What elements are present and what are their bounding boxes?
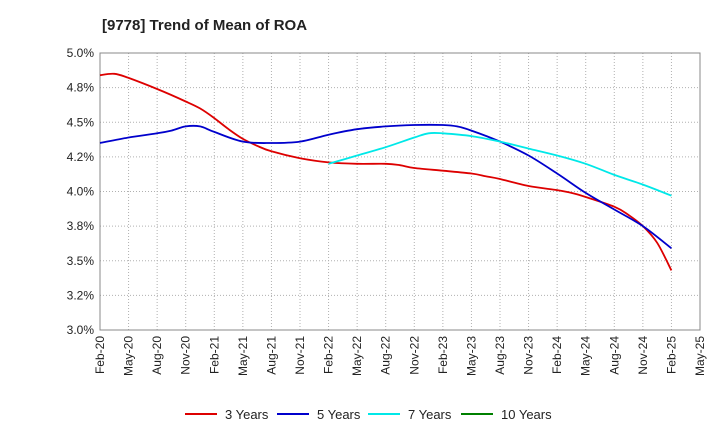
y-tick-label: 5.0% [67,46,95,60]
x-tick-label: Feb-24 [550,336,564,374]
y-tick-label: 4.5% [67,115,95,129]
x-tick-label: Aug-22 [379,336,393,375]
x-axis-ticks: Feb-20 May-20 Aug-20 Nov-20 Feb-21 May-21 Aug-… [93,336,707,376]
x-tick-label: Nov-24 [636,336,650,375]
x-tick-label: Feb-20 [93,336,107,374]
series-line-7-years [328,131,672,197]
legend-label-10-years: 10 Years [501,407,552,422]
y-axis-ticks: 3.0% 3.2% 3.5% 3.8% 4.0% 4.2% 4.5% 4.8% 5.0% [67,46,95,337]
x-tick-label: Aug-24 [607,336,621,375]
y-tick-label: 3.8% [67,219,95,233]
x-tick-label: Nov-21 [293,336,307,375]
x-tick-label: May-23 [464,336,478,376]
y-tick-label: 3.0% [67,323,95,337]
x-tick-label: May-22 [350,336,364,376]
grid-lines [99,52,701,331]
x-tick-label: Aug-21 [264,336,278,375]
x-tick-label: Nov-20 [179,336,193,375]
y-tick-label: 4.0% [67,185,95,199]
x-tick-label: Aug-23 [493,336,507,375]
x-tick-label: Feb-22 [322,336,336,374]
chart-title: [9778] Trend of Mean of ROA [102,17,307,34]
x-tick-label: Feb-23 [436,336,450,374]
y-tick-label: 3.2% [67,288,95,302]
legend-label-3-years: 3 Years [225,407,269,422]
y-tick-label: 4.8% [67,81,95,95]
y-tick-label: 4.2% [67,150,95,164]
x-tick-label: May-24 [579,336,593,376]
x-tick-label: Feb-21 [207,336,221,374]
legend-label-7-years: 7 Years [408,407,452,422]
y-tick-label: 3.5% [67,254,95,268]
series-line-3-years [99,72,673,271]
legend: 3 Years 5 Years 7 Years 10 Years [185,407,552,422]
series-line-5-years [99,123,672,250]
series-lines [99,72,673,271]
x-tick-label: Aug-20 [150,336,164,375]
plot-frame [99,52,701,331]
legend-label-5-years: 5 Years [317,407,361,422]
x-tick-label: May-21 [236,336,250,376]
x-tick-label: Feb-25 [664,336,678,374]
x-tick-label: Nov-23 [522,336,536,375]
x-tick-label: May-20 [122,336,136,376]
x-tick-label: Nov-22 [407,336,421,375]
x-tick-label: May-25 [693,336,707,376]
